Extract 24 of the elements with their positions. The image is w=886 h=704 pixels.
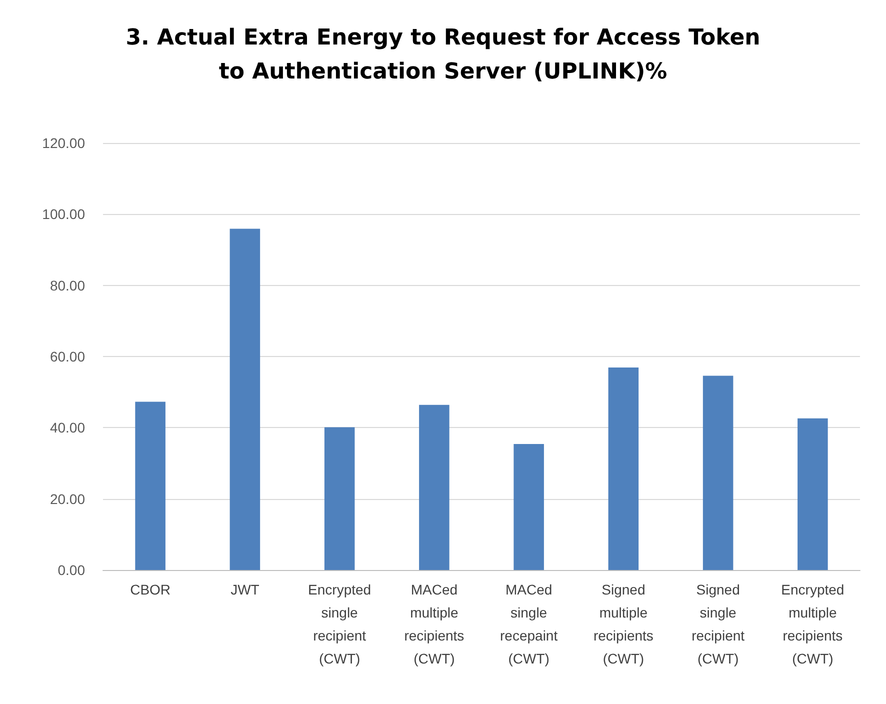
- chart-title: 3. Actual Extra Energy to Request for Access Token to Authentication Server (UPLINK)%: [126, 26, 760, 84]
- y-tick-label: 0.00: [58, 562, 86, 578]
- x-tick-label: Signed single recipient (CWT): [692, 582, 745, 666]
- x-tick-label: JWT: [230, 582, 260, 598]
- y-tick-label: 60.00: [50, 348, 86, 364]
- bar: [135, 402, 166, 570]
- x-tick-label: MACed single recepaint (CWT): [500, 582, 558, 666]
- bar: [419, 404, 450, 570]
- bar: [702, 376, 734, 570]
- bar: [514, 444, 544, 570]
- bar: [798, 418, 828, 570]
- y-tick-label: 20.00: [50, 490, 86, 507]
- x-tick-label: MACed multiple recipients (CWT): [404, 582, 464, 666]
- y-tick-label: 40.00: [50, 420, 86, 436]
- x-tick-label: Signed multiple recipients (CWT): [593, 582, 654, 666]
- y-tick-label: 80.00: [50, 277, 86, 294]
- y-tick-label: 120.00: [42, 135, 86, 151]
- bar: [230, 228, 260, 570]
- x-tick-label: Encrypted single recipient (CWT): [308, 582, 372, 666]
- y-tick-label: 100.00: [42, 206, 86, 222]
- bar: [324, 427, 355, 570]
- bar: [608, 368, 639, 570]
- x-tick-label: Encrypted multiple recipients (CWT): [781, 582, 844, 666]
- x-tick-label: CBOR: [130, 582, 171, 598]
